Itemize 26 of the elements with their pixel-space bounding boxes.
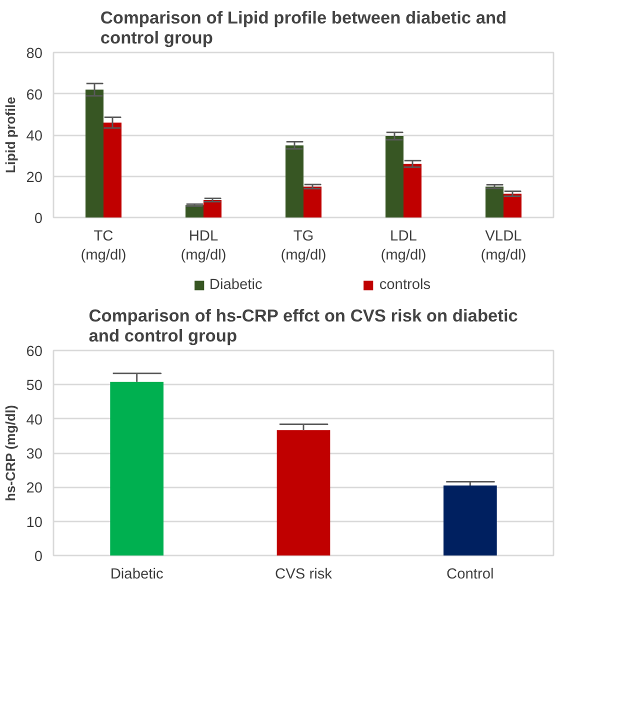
y-tick-label: 10 [26, 514, 43, 531]
y-tick-label: 20 [26, 170, 43, 186]
y-tick-label: 60 [26, 344, 43, 360]
y-tick-label: 60 [26, 87, 43, 104]
y-tick-label: 40 [26, 128, 43, 144]
legend-label: controls [379, 276, 431, 292]
y-tick-label: 80 [26, 46, 43, 62]
x-tick-label: TC (mg/dl) [80, 228, 126, 264]
chart-title: Comparison of Lipid profile between diabetic and control group [100, 8, 507, 48]
x-tick-label: CVS risk [275, 566, 333, 582]
y-tick-label: 0 [34, 549, 43, 565]
y-axis-title: Lipid profile [3, 96, 18, 174]
x-tick-label: HDL (mg/dl) [180, 228, 226, 264]
y-tick-label: 40 [26, 412, 43, 428]
x-tick-label: Diabetic [110, 566, 164, 582]
x-tick-label: VLDL (mg/dl) [480, 228, 526, 264]
y-tick-label: 50 [26, 378, 43, 394]
y-axis-title: hs-CRP (mg/dl) [3, 405, 18, 502]
x-tick-label: LDL (mg/dl) [380, 228, 426, 264]
chart-title: Comparison of hs-CRP effct on CVS risk on diabetic and control group [88, 306, 518, 346]
y-tick-label: 0 [34, 211, 43, 227]
y-tick-label: 30 [26, 446, 43, 462]
x-tick-label: Control [446, 566, 494, 582]
legend-label: Diabetic [209, 276, 262, 292]
x-tick-label: TG (mg/dl) [280, 228, 326, 264]
y-tick-label: 20 [26, 480, 43, 497]
